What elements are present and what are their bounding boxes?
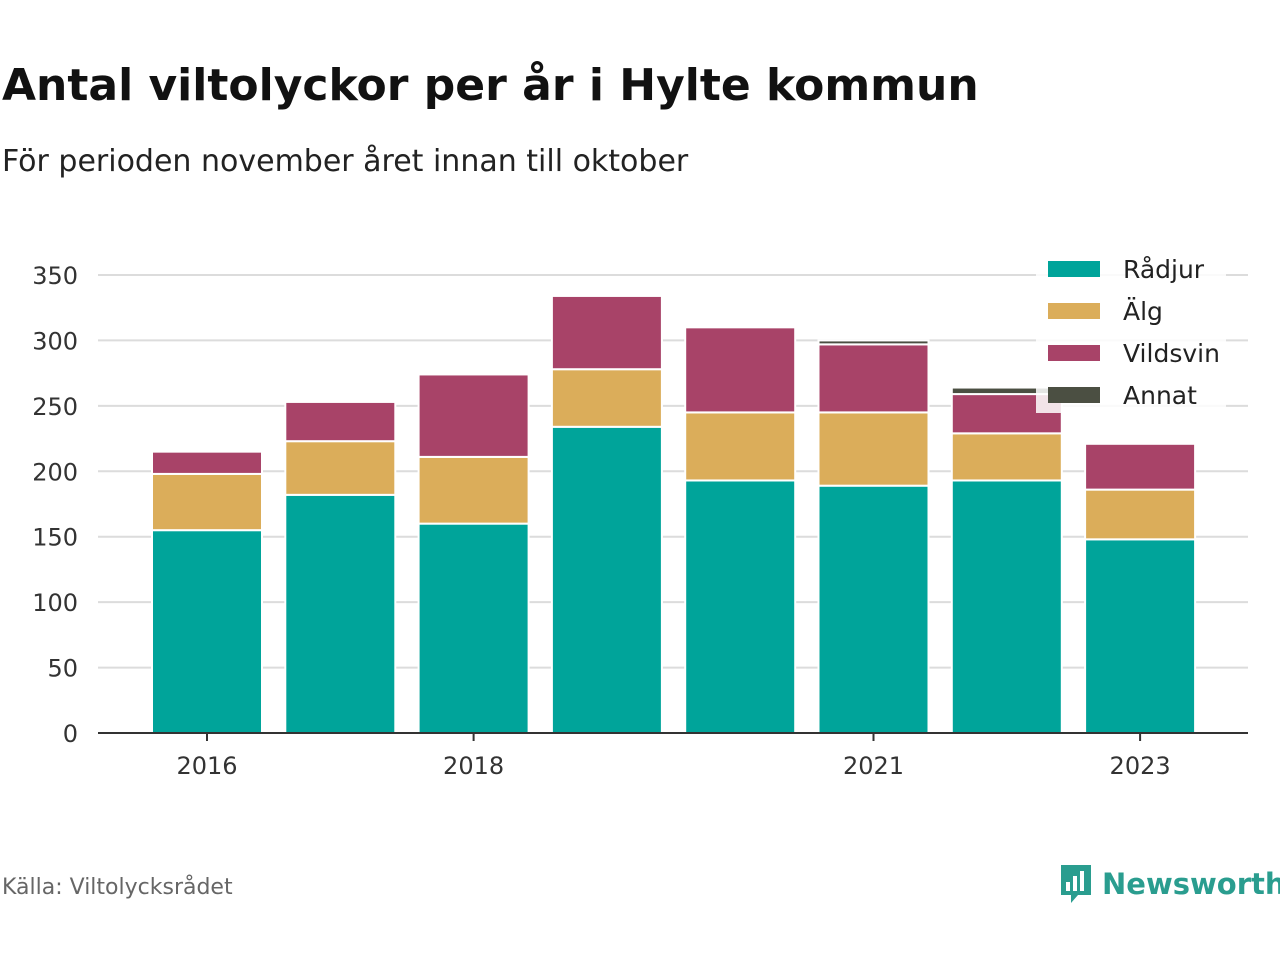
y-tick-label: 250 [32,393,78,421]
bar-segment [284,493,397,734]
legend-label: Älg [1123,297,1163,326]
bar-segment [151,529,263,735]
legend-swatch [1048,261,1100,277]
bar-segment [284,440,397,496]
bar-segment [684,479,797,734]
legend-label: Rådjur [1123,255,1205,284]
bar-segment [950,479,1063,734]
bar-segment [417,522,530,735]
chart-subtitle: För perioden november året innan till ok… [2,144,689,179]
chart-title: Antal viltolyckor per år i Hylte kommun [2,60,979,111]
x-axis-tick-labels: 2016 2018 2021 2023 [176,733,1171,780]
brand-name: Newsworthy [1102,867,1280,901]
legend-swatch [1048,303,1100,319]
bar-segment [1084,488,1197,541]
y-tick-label: 300 [32,327,78,355]
bar-segment [550,294,663,371]
x-tick-label: 2016 [176,752,237,780]
bar-segment [284,400,397,443]
y-tick-label: 50 [47,655,78,683]
bar-segment [1084,442,1197,491]
x-tick-label: 2018 [443,752,504,780]
bar-segment [950,432,1063,482]
bar-segment [417,455,530,525]
x-tick-label: 2021 [843,752,904,780]
bar-segment [550,425,663,734]
bar-segment [817,411,930,487]
y-tick-label: 0 [63,720,78,748]
bar-segment [1084,538,1197,734]
legend-swatch [1048,345,1100,361]
legend-label: Vildsvin [1123,339,1220,368]
bar-segment [684,411,797,482]
y-tick-label: 100 [32,589,78,617]
x-tick-label: 2023 [1110,752,1171,780]
bar-segment [550,368,663,428]
bars [151,294,1197,735]
stacked-bar-chart: 0 50 100 150 200 250 300 350 2016 2018 2021 2023 R… [32,248,1248,780]
bar-segment [417,373,530,458]
legend-swatch [1048,387,1100,403]
bar-segment [817,339,930,346]
y-tick-label: 350 [32,262,78,290]
bar-segment [817,484,930,734]
bar-segment [151,472,263,532]
y-tick-label: 150 [32,524,78,552]
source-note: Källa: Viltolycksrådet [2,875,233,900]
bar-segment [817,343,930,414]
legend-label: Annat [1123,381,1197,410]
bar-segment [684,326,797,414]
legend: Rådjur Älg Vildsvin Annat [1036,248,1226,413]
newsworthy-logo-icon [1061,865,1091,903]
y-tick-label: 200 [32,458,78,486]
brand-logo: Newsworthy [1058,862,1280,906]
bar-segment [151,450,263,475]
y-axis-tick-labels: 0 50 100 150 200 250 300 350 [32,262,78,748]
